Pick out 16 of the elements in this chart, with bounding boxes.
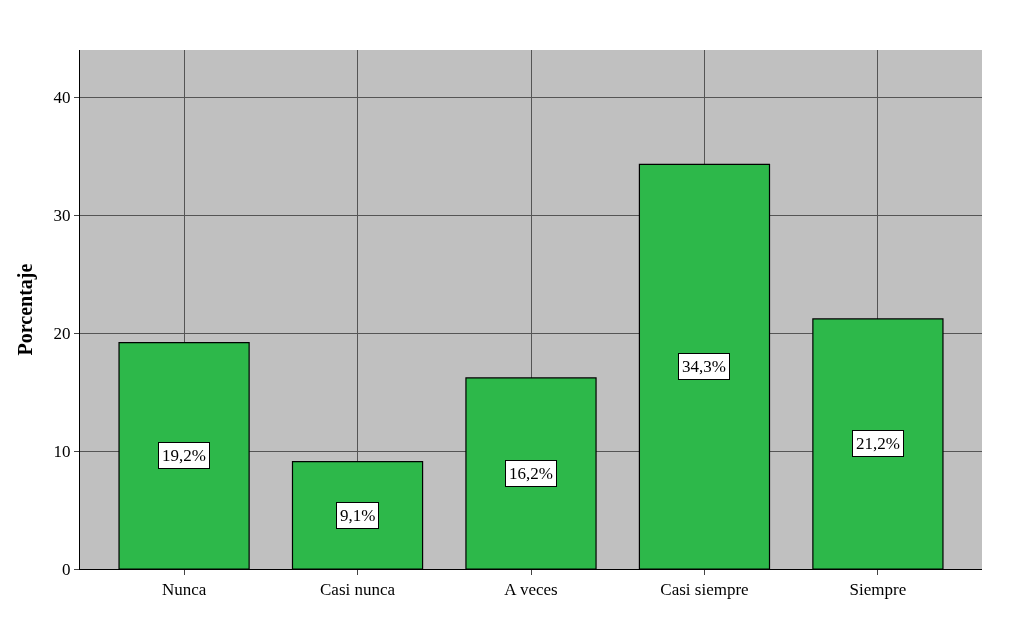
x-tick-label: A veces <box>504 580 558 600</box>
y-tick-label: 0 <box>62 559 71 579</box>
y-tick-label: 40 <box>53 88 71 108</box>
y-tick-label: 30 <box>53 206 71 226</box>
x-tick-label: Nunca <box>161 580 207 600</box>
data-label: 21,2% <box>856 434 900 453</box>
x-tick-label: Casi nunca <box>320 580 396 600</box>
y-tick-label: 10 <box>53 442 71 461</box>
y-axis-title: Porcentaje <box>14 263 38 356</box>
data-label: 34,3% <box>682 357 726 376</box>
y-tick-label: 20 <box>53 324 71 344</box>
x-tick-label: Siempre <box>849 580 907 600</box>
x-tick-label: Casi siempre <box>660 580 749 600</box>
data-label: 16,2% <box>509 464 553 483</box>
data-label: 9,1% <box>340 506 376 525</box>
data-label: 19,2% <box>162 446 206 465</box>
